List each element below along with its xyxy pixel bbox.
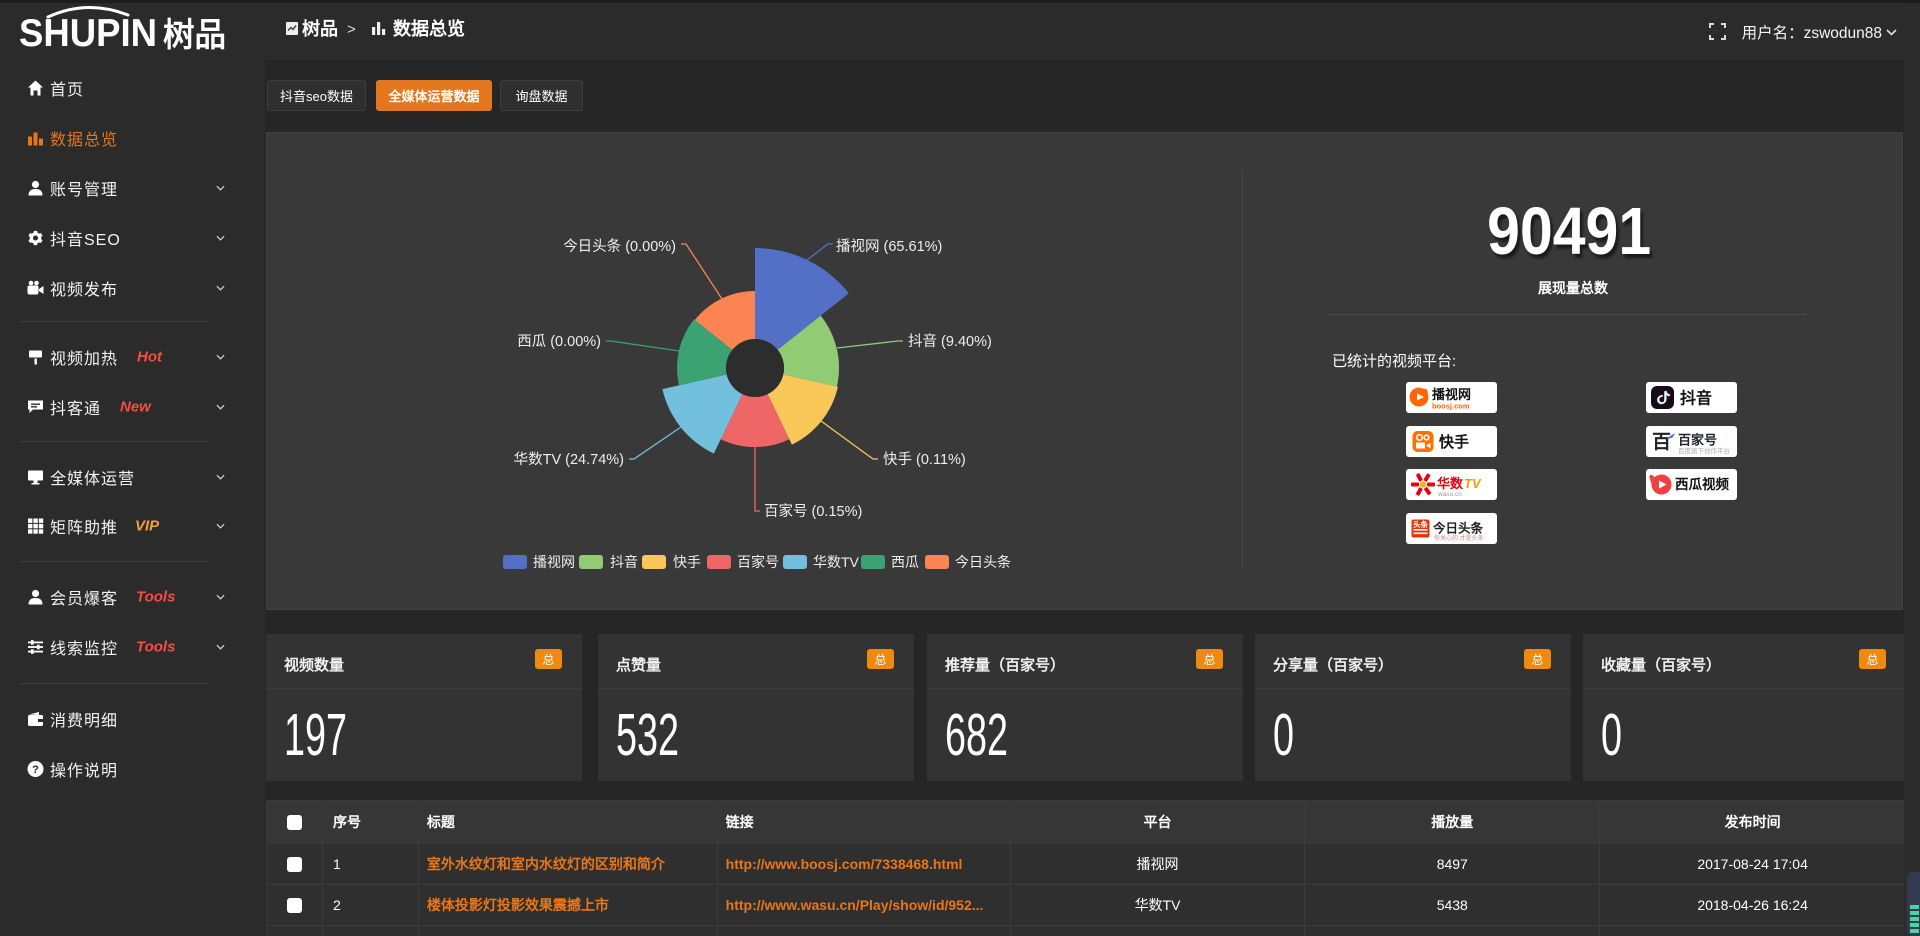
svg-text:?: ? xyxy=(32,764,39,776)
svg-text:你关心的 才是头条: 你关心的 才是头条 xyxy=(1434,534,1484,542)
svg-text:今日头条: 今日头条 xyxy=(1432,520,1484,535)
svg-text:百家号 (0.15%): 百家号 (0.15%) xyxy=(764,503,862,520)
svg-text:头条: 头条 xyxy=(1413,519,1429,529)
svg-text:百家号: 百家号 xyxy=(737,554,779,570)
svg-text:wasu.cn: wasu.cn xyxy=(1437,491,1462,498)
svg-text:树品: 树品 xyxy=(302,18,338,39)
svg-text:快手: 快手 xyxy=(1439,433,1469,451)
svg-text:西瓜 (0.00%): 西瓜 (0.00%) xyxy=(517,334,601,350)
svg-text:树品: 树品 xyxy=(163,16,226,50)
svg-text:抖音: 抖音 xyxy=(1680,389,1712,408)
svg-text:快手: 快手 xyxy=(673,554,701,570)
svg-text:播视网 (65.61%): 播视网 (65.61%) xyxy=(836,238,942,255)
svg-text:播视网: 播视网 xyxy=(533,554,575,570)
svg-text:华数TV (24.74%): 华数TV (24.74%) xyxy=(514,451,624,468)
svg-text:百度旗下创作平台: 百度旗下创作平台 xyxy=(1678,446,1730,455)
svg-text:百家号: 百家号 xyxy=(1678,432,1717,447)
svg-text:播视网: 播视网 xyxy=(1432,387,1471,402)
svg-text:西瓜: 西瓜 xyxy=(891,554,919,570)
svg-text:抖音 (9.40%): 抖音 (9.40%) xyxy=(908,333,992,350)
svg-text:百: 百 xyxy=(1652,432,1671,453)
svg-text:TV: TV xyxy=(1464,476,1482,491)
svg-text:>: > xyxy=(347,21,356,38)
svg-text:华数: 华数 xyxy=(1437,476,1464,491)
svg-text:boosj.com: boosj.com xyxy=(1432,402,1470,411)
svg-text:抖音: 抖音 xyxy=(610,554,638,570)
svg-text:西瓜视频: 西瓜视频 xyxy=(1675,476,1729,492)
svg-text:SHUPIN: SHUPIN xyxy=(19,12,157,50)
svg-text:今日头条: 今日头条 xyxy=(955,554,1011,570)
svg-text:数据总览: 数据总览 xyxy=(393,18,465,39)
svg-text:今日头条 (0.00%): 今日头条 (0.00%) xyxy=(563,238,676,255)
svg-text:华数TV: 华数TV xyxy=(813,554,860,570)
svg-text:快手 (0.11%): 快手 (0.11%) xyxy=(883,451,966,468)
